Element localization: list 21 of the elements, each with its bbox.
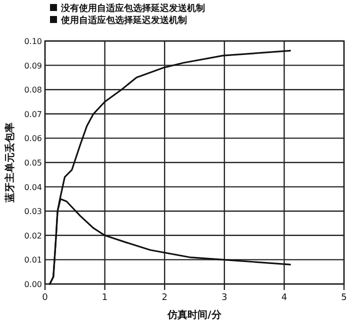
x-tick-label: 4 [281, 293, 288, 303]
y-tick-label: 0.07 [24, 110, 42, 119]
y-tick-label: 0.09 [24, 61, 42, 70]
x-axis-title: 仿真时间/分 [166, 309, 222, 321]
y-tick-label: 0.10 [24, 37, 42, 46]
y-tick-label: 0.08 [24, 86, 42, 95]
y-tick-label: 0.03 [24, 207, 42, 216]
y-tick-label: 0.00 [24, 280, 42, 289]
y-tick-label: 0.06 [24, 134, 42, 144]
y-tick-label: 0.05 [24, 158, 42, 168]
x-tick-label: 1 [102, 293, 108, 303]
y-tick-label: 0.01 [24, 256, 42, 265]
y-tick-label: 0.04 [24, 182, 42, 192]
legend-label: 没有使用自适应包选择延迟发送机制 [60, 3, 205, 14]
x-tick-label: 5 [341, 293, 347, 303]
y-axis-title: 蓝牙主单元丢包率 [4, 122, 16, 204]
y-tick-label: 0.02 [24, 231, 42, 240]
legend-label: 使用自适应包选择延迟发送机制 [60, 15, 187, 26]
x-tick-label: 3 [222, 293, 228, 303]
x-tick-label: 2 [162, 293, 168, 303]
x-tick-label: 0 [42, 293, 48, 303]
